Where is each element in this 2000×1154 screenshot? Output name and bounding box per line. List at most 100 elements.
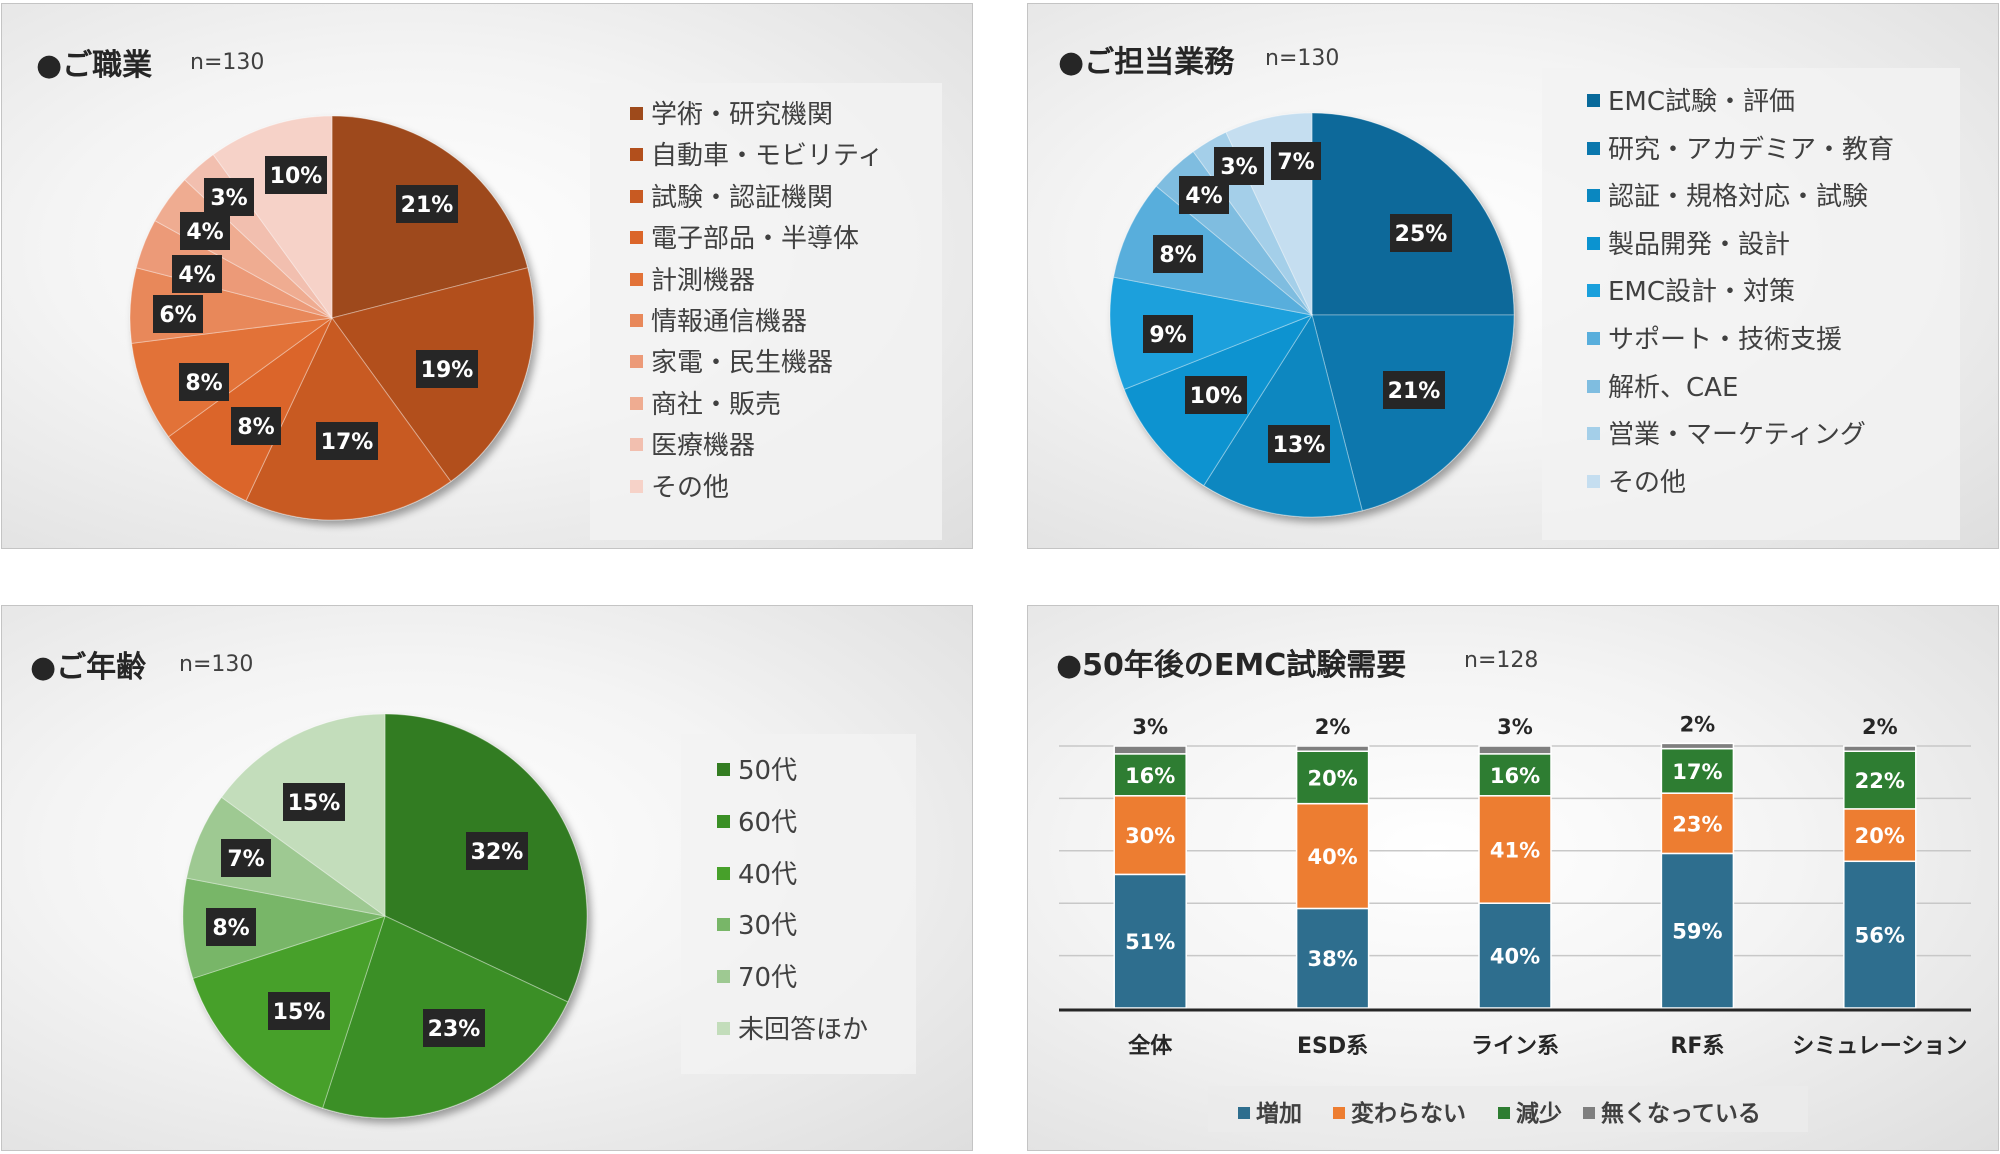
svg-text:10%: 10% xyxy=(270,164,323,189)
legend-item-6: サポート・技術支援 xyxy=(1587,319,1842,356)
svg-text:21%: 21% xyxy=(401,193,454,218)
data-label: 16% xyxy=(1490,764,1540,788)
legend-item-2: 研究・アカデミア・教育 xyxy=(1587,129,1894,166)
legend-label: 未回答ほか xyxy=(738,1015,869,1045)
bar-segment-2 xyxy=(1843,808,1917,863)
legend-swatch xyxy=(1587,236,1600,250)
legend-item-7: 家電・民生機器 xyxy=(630,342,833,379)
data-label: 40% xyxy=(1307,845,1357,869)
legend-label: 40代 xyxy=(738,859,798,890)
legend-swatch xyxy=(1587,474,1600,488)
pie-chart-age: 32% 23% 15% 8% 7% 15% xyxy=(182,713,588,1119)
legend-swatch xyxy=(1587,379,1600,393)
data-label: 56% xyxy=(1855,924,1905,948)
svg-text:8%: 8% xyxy=(185,371,222,396)
legend-item-1: 学術・研究機関 xyxy=(630,94,833,131)
legend-item-1: EMC試験・評価 xyxy=(1587,81,1795,118)
svg-text:23%: 23% xyxy=(428,1017,481,1042)
legend-swatch xyxy=(717,763,730,776)
legend-swatch xyxy=(1238,1106,1250,1119)
sample-size-duties: n=130 xyxy=(1265,46,1340,71)
legend-label: EMC設計・対策 xyxy=(1608,277,1796,308)
pie-slice-3 xyxy=(245,317,452,521)
svg-text:8%: 8% xyxy=(1159,243,1196,268)
legend-swatch xyxy=(717,970,730,984)
svg-text:8%: 8% xyxy=(237,415,274,440)
svg-text:7%: 7% xyxy=(227,847,264,872)
legend-label: 医療機器 xyxy=(651,431,756,462)
svg-text:25%: 25% xyxy=(1395,222,1448,247)
data-label-8: 3% xyxy=(1214,147,1264,185)
legend-item-2: 変わらない xyxy=(1333,1094,1466,1128)
data-label-8: 4% xyxy=(180,212,230,250)
data-label-4: 10% xyxy=(1185,376,1247,414)
legend-label: 30代 xyxy=(738,911,798,942)
legend-item-1: 50代 xyxy=(717,750,797,787)
legend-swatch xyxy=(1587,189,1600,203)
legend-swatch xyxy=(717,918,730,932)
bar-segment-2 xyxy=(1478,795,1552,904)
pie-slice-4 xyxy=(182,877,386,980)
svg-text:32%: 32% xyxy=(471,840,524,865)
svg-text:4%: 4% xyxy=(1185,184,1222,209)
data-label: 22% xyxy=(1855,769,1905,793)
bar-segment-3 xyxy=(1660,747,1735,794)
svg-text:4%: 4% xyxy=(186,220,223,245)
chart-panel-occupation: ●ご職業 n=130 21% 19% 17% 8% 8% 6% 4% 4% 3% 10% 学術・研… xyxy=(1,3,973,549)
data-label-9: 3% xyxy=(204,178,254,216)
legend-label: 家電・民生機器 xyxy=(651,348,834,379)
legend-label: 研究・アカデミア・教育 xyxy=(1608,134,1895,165)
svg-text:4%: 4% xyxy=(178,263,215,288)
chart-panel-emc-demand: ●50年後のEMC試験需要 n=128 51% 30% 16% 3% 全体 38% 40% 2… xyxy=(1027,605,1999,1151)
legend-swatch xyxy=(717,1022,730,1035)
legend-swatch xyxy=(1587,332,1600,345)
legend-swatch xyxy=(630,479,643,493)
svg-text:21%: 21% xyxy=(1388,379,1441,404)
legend-label: 自動車・モビリティ xyxy=(651,141,884,172)
legend-swatch xyxy=(717,814,730,828)
data-label-3: 15% xyxy=(268,992,330,1030)
stacked-bar-chart-emc-demand: 51% 30% 16% 3% 全体 38% 40% 20% 2% ESD系 40% 41% 16% 3% ラ… xyxy=(1059,712,1971,1059)
legend-occupation: 学術・研究機関 自動車・モビリティ 試験・認証機関 電子部品・半導体 計測機器 情報通信機… xyxy=(590,83,942,540)
x-tick-label: シミュレーション xyxy=(1792,1034,1967,1059)
svg-text:10%: 10% xyxy=(1190,384,1243,409)
sample-size-age: n=130 xyxy=(179,652,254,677)
data-label-4: 8% xyxy=(206,908,256,946)
legend-swatch xyxy=(630,314,643,327)
legend-swatch xyxy=(1498,1106,1510,1119)
data-label: 40% xyxy=(1490,945,1540,969)
data-label: 20% xyxy=(1307,766,1357,790)
data-label-3: 17% xyxy=(316,422,378,460)
chart-title-emc-demand: ●50年後のEMC試験需要 xyxy=(1056,648,1407,683)
legend-label: 営業・マーケティング xyxy=(1608,420,1866,451)
data-label: 3% xyxy=(1132,715,1168,739)
sample-size-emc-demand: n=128 xyxy=(1464,648,1539,673)
bar-segment-3 xyxy=(1843,750,1917,810)
data-label: 51% xyxy=(1125,930,1175,954)
bar-segment-3 xyxy=(1478,753,1552,797)
bar-segment-2 xyxy=(1660,792,1735,855)
legend-swatch xyxy=(630,189,643,203)
data-label-3: 13% xyxy=(1268,425,1330,463)
data-label-1: 32% xyxy=(466,832,528,870)
legend-item-9: その他 xyxy=(1587,462,1686,499)
legend-label: 学術・研究機関 xyxy=(651,100,834,130)
legend-duties: EMC試験・評価 研究・アカデミア・教育 認証・規格対応・試験 製品開発・設計 EMC設… xyxy=(1542,68,1960,540)
pie-chart-occupation: 21% 19% 17% 8% 8% 6% 4% 4% 3% 10% xyxy=(129,115,535,521)
data-label: 2% xyxy=(1680,712,1716,736)
legend-label: その他 xyxy=(1608,467,1687,498)
bar-segment-1 xyxy=(1113,873,1187,1009)
data-label-6: 15% xyxy=(283,783,345,821)
legend-item-5: EMC設計・対策 xyxy=(1587,271,1795,308)
legend-label: 変わらない xyxy=(1351,1101,1466,1127)
data-label-4: 8% xyxy=(231,407,281,445)
legend-item-4: 無くなっている xyxy=(1583,1094,1761,1128)
chart-title-age: ●ご年齢 xyxy=(30,650,147,685)
legend-label: 商社・販売 xyxy=(651,389,782,420)
data-label: 17% xyxy=(1672,760,1722,784)
bar-segment-4 xyxy=(1843,745,1917,752)
pie-chart-duties: 25% 21% 13% 10% 9% 8% 4% 3% 7% xyxy=(1109,112,1515,518)
data-label: 20% xyxy=(1855,824,1905,848)
legend-label: 電子部品・半導体 xyxy=(651,224,860,255)
legend-item-3: 認証・規格対応・試験 xyxy=(1587,176,1868,213)
